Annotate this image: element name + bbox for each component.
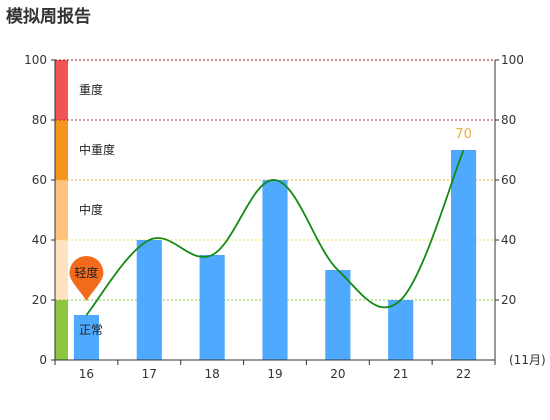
x-tick-16: 16: [79, 367, 94, 381]
trend-line: [85, 149, 465, 316]
bar-17: [136, 240, 162, 360]
marker-label: 轻度: [74, 265, 98, 280]
y2-tick-40: 40: [501, 233, 516, 247]
bar-18: [199, 255, 225, 360]
band-label-0: 正常: [79, 323, 103, 337]
marker-pin: [69, 256, 104, 301]
bar-20: [325, 270, 351, 360]
y-tick-60: 60: [32, 173, 47, 187]
y2-tick-80: 80: [501, 113, 516, 127]
band-1: [55, 240, 68, 300]
band-label-2: 中度: [79, 202, 103, 217]
y-tick-40: 40: [32, 233, 47, 247]
y2-tick-100: 100: [501, 53, 524, 67]
y2-tick-20: 20: [501, 293, 516, 307]
band-label-3: 中重度: [79, 142, 115, 157]
y-tick-20: 20: [32, 293, 47, 307]
band-4: [55, 60, 68, 120]
x-tick-21: 21: [393, 367, 408, 381]
x-tick-20: 20: [330, 367, 345, 381]
x-tick-19: 19: [267, 367, 282, 381]
x-tick-17: 17: [142, 367, 157, 381]
bar-16: [73, 315, 99, 360]
chart-title: 模拟周报告: [6, 7, 91, 27]
y-tick-100: 100: [24, 53, 47, 67]
bar-22: [451, 150, 477, 360]
band-2: [55, 180, 68, 240]
bar-19: [262, 180, 288, 360]
x-tick-22: 22: [456, 367, 471, 381]
band-3: [55, 120, 68, 180]
band-0: [55, 300, 68, 360]
x-tick-18: 18: [205, 367, 220, 381]
band-label-4: 重度: [79, 82, 103, 97]
y2-tick-60: 60: [501, 173, 516, 187]
data-label-22: 70: [455, 127, 472, 142]
y-tick-0: 0: [39, 353, 47, 367]
y-tick-80: 80: [32, 113, 47, 127]
x-axis-unit: (11月): [509, 353, 546, 367]
bar-21: [388, 300, 414, 360]
